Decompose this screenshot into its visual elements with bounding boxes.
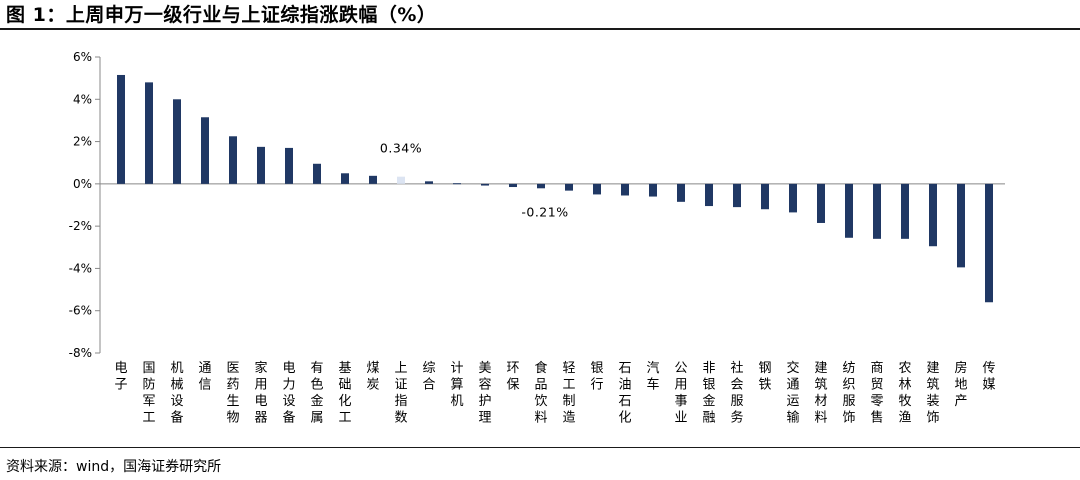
bar-15	[537, 183, 545, 189]
bar-2	[173, 99, 181, 184]
y-tick-label: -8%	[69, 346, 92, 360]
source-note: 资料来源：wind，国海证券研究所	[6, 459, 222, 475]
category-label: 煤炭	[366, 361, 379, 393]
bar-23	[761, 183, 769, 210]
bar-14	[509, 183, 517, 188]
bar-6	[285, 147, 293, 184]
bar-16	[565, 183, 573, 191]
category-label: 石油石化	[618, 361, 631, 426]
category-label: 银行	[590, 361, 603, 393]
bar-chart: 6% 4% 2% 0% -2% -4% -6% -8% 电子 国防军工 机械设备 通信 医药生物 家用电…	[69, 50, 1005, 426]
bar-19	[649, 183, 657, 197]
y-tick-label: 0%	[73, 177, 92, 191]
category-label: 非银金融	[702, 361, 715, 426]
bar-31	[985, 183, 993, 303]
category-label: 国防军工	[142, 361, 155, 426]
category-label: 基础化工	[338, 361, 351, 426]
bar-29	[929, 183, 937, 247]
chart-title: 图 1：上周申万一级行业与上证综指涨跌幅（%）	[6, 4, 437, 26]
bar-9	[369, 175, 377, 184]
bar-0	[117, 74, 125, 184]
category-label: 计算机	[450, 361, 463, 409]
bar-27	[873, 183, 881, 239]
bar-25	[817, 183, 825, 223]
category-label: 家用电器	[254, 360, 267, 426]
category-label: 综合	[422, 361, 435, 393]
category-label: 社会服务	[730, 360, 743, 426]
category-label: 环保	[506, 361, 519, 393]
category-label: 纺织服饰	[842, 361, 855, 426]
bar-21	[705, 183, 713, 207]
bar-5	[257, 146, 265, 184]
bar-11	[425, 181, 433, 184]
category-label: 有色金属	[310, 361, 323, 426]
category-label: 农林牧渔	[898, 361, 911, 426]
bar-1	[145, 82, 153, 184]
y-axis: 6% 4% 2% 0% -2% -4% -6% -8%	[69, 50, 1005, 360]
category-label: 传媒	[982, 361, 995, 393]
y-tick-label: -6%	[69, 304, 92, 318]
bar-28	[901, 183, 909, 239]
category-label: 建筑装饰	[926, 361, 939, 426]
bar-10	[397, 176, 405, 184]
category-label: 电子	[114, 361, 127, 393]
category-label: 食品饮料	[534, 360, 547, 426]
bar-26	[845, 183, 853, 238]
bars	[117, 74, 993, 303]
category-label: 汽车	[646, 361, 659, 393]
bar-17	[593, 183, 601, 195]
bar-13	[481, 183, 489, 186]
y-tick-label: 4%	[73, 92, 92, 106]
y-tick-label: -4%	[69, 261, 92, 275]
category-label: 医药生物	[226, 361, 239, 426]
category-label: 轻工制造	[562, 361, 575, 426]
bar-18	[621, 183, 629, 196]
category-labels: 电子 国防军工 机械设备 通信 医药生物 家用电器 电力设备 有色金属 基础化工 煤炭 上证指数 综合…	[114, 360, 995, 426]
footer-divider	[0, 447, 1080, 448]
bar-12	[453, 183, 461, 185]
bar-24	[789, 183, 797, 213]
title-divider	[0, 28, 1080, 30]
data-label: 0.34%	[380, 141, 422, 156]
bar-4	[229, 136, 237, 184]
y-tick-label: 6%	[73, 50, 92, 64]
bar-3	[201, 117, 209, 184]
category-label: 上证指数	[394, 361, 407, 426]
y-tick-label: 2%	[73, 135, 92, 149]
bar-7	[313, 163, 321, 184]
bar-8	[341, 173, 349, 184]
category-label: 商贸零售	[870, 361, 883, 426]
bar-30	[957, 183, 965, 268]
category-label: 公用事业	[674, 361, 687, 426]
data-label: -0.21%	[521, 204, 568, 219]
category-label: 交通运输	[786, 360, 799, 426]
category-label: 美容护理	[478, 361, 491, 426]
category-label: 电力设备	[282, 361, 295, 426]
bar-20	[677, 183, 685, 202]
category-label: 建筑材料	[814, 361, 827, 426]
y-tick-label: -2%	[69, 219, 92, 233]
category-label: 钢铁	[758, 361, 771, 393]
category-label: 通信	[198, 361, 211, 393]
category-label: 机械设备	[170, 361, 183, 426]
category-label: 房地产	[954, 360, 967, 409]
bar-22	[733, 183, 741, 208]
data-labels: 0.34% -0.21%	[380, 141, 568, 220]
